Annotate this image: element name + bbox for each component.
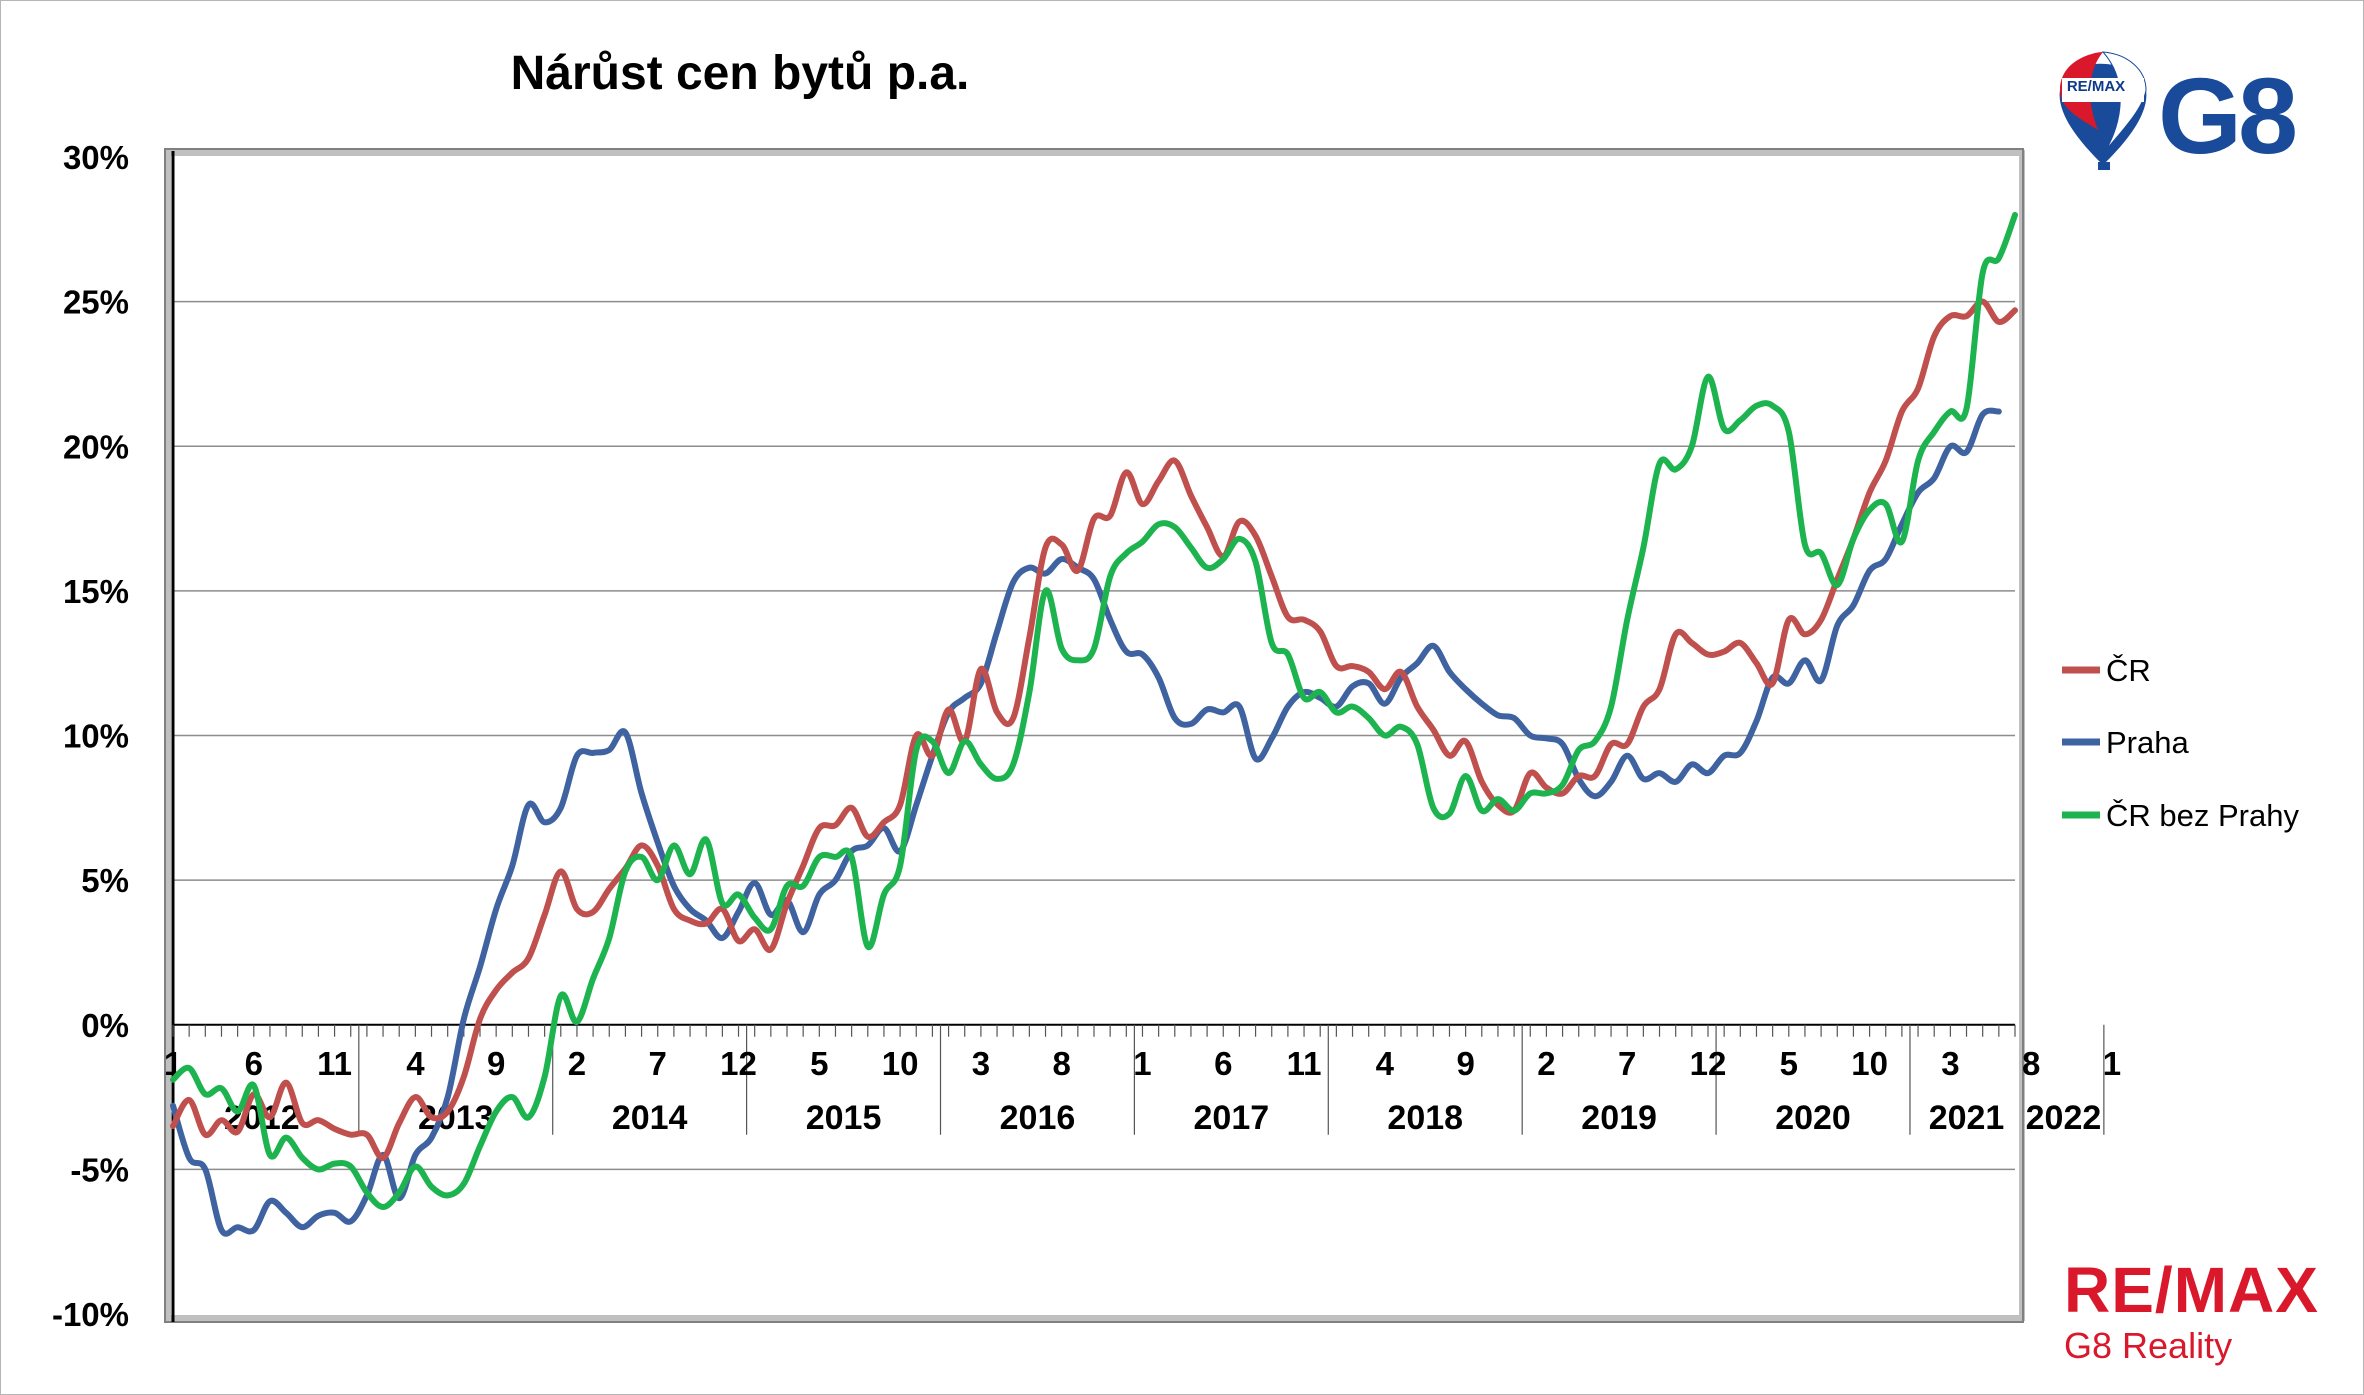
y-tick-label: 20% [63,428,129,465]
remax-brand: RE/MAX G8 Reality [2064,1258,2354,1366]
month-tick-label: 6 [245,1045,263,1082]
chart-title: Nárůst cen bytů p.a. [510,47,970,100]
month-tick-label: 8 [2022,1045,2040,1082]
month-tick-label: 8 [1053,1045,1071,1082]
month-tick-label: 12 [720,1045,757,1082]
y-tick-label: 25% [63,284,129,321]
year-label: 2016 [1000,1099,1076,1137]
year-label: 2019 [1581,1099,1657,1137]
balloon-icon [2059,51,2147,170]
month-tick-label: 3 [972,1045,990,1082]
y-axis: 30% 25% 20% 15% 10% 5% 0% -5% -10% [52,139,129,1333]
legend: ČR Praha ČR bez Prahy [2062,653,2299,833]
month-tick-label: 10 [1851,1045,1888,1082]
year-label: 2015 [806,1099,882,1137]
balloon-text: RE/MAX [2066,78,2126,95]
y-tick-label: 0% [81,1007,129,1044]
month-tick-label: 2 [568,1045,586,1082]
month-tick-label: 4 [406,1045,425,1082]
month-tick-label: 5 [1780,1045,1798,1082]
month-tick-label: 10 [882,1045,919,1082]
month-tick-label: 6 [1214,1045,1232,1082]
series-line-cr-bez-prahy [170,211,2018,1210]
g8-logo-text: G8 [2158,55,2298,176]
series-line-praha [170,407,2002,1237]
y-tick-label: -5% [70,1151,129,1188]
month-tick-label: 7 [649,1045,667,1082]
year-label: 2022 [2026,1099,2102,1137]
y-tick-label: 15% [63,573,129,610]
month-tick-label: 2 [1537,1045,1555,1082]
year-label: 2018 [1387,1099,1463,1137]
brand-name: RE/MAX [2064,1254,2319,1326]
y-tick-label: -10% [52,1296,129,1333]
brand-subtitle: G8 Reality [2064,1325,2233,1366]
series-line-cr [170,298,2018,1161]
month-tick-label: 1 [2103,1045,2121,1082]
month-tick-label: 5 [810,1045,828,1082]
month-tick-label: 11 [1287,1045,1322,1082]
plot-border [164,148,2024,1323]
legend-label: ČR bez Prahy [2106,798,2299,833]
month-tick-label: 9 [487,1045,505,1082]
month-tick-label: 1 [1133,1045,1151,1082]
month-tick-label: 12 [1690,1045,1727,1082]
grid [173,300,2015,1171]
y-tick-label: 5% [81,862,129,899]
month-tick-label: 3 [1941,1045,1959,1082]
month-tick-label: 9 [1456,1045,1474,1082]
remax-g8-logo [2048,40,2318,190]
month-tick-label: 11 [317,1045,352,1082]
month-tick-label: 7 [1618,1045,1636,1082]
series [170,211,2018,1237]
month-tick-label: 4 [1376,1045,1395,1082]
legend-label: ČR [2106,653,2151,688]
y-tick-label: 30% [63,139,129,176]
year-label: 2017 [1194,1099,1270,1137]
y-tick-label: 10% [63,718,129,755]
year-label: 2020 [1775,1099,1851,1137]
legend-label: Praha [2106,725,2189,760]
year-label: 2014 [612,1099,688,1137]
year-label: 2021 [1929,1099,2005,1137]
